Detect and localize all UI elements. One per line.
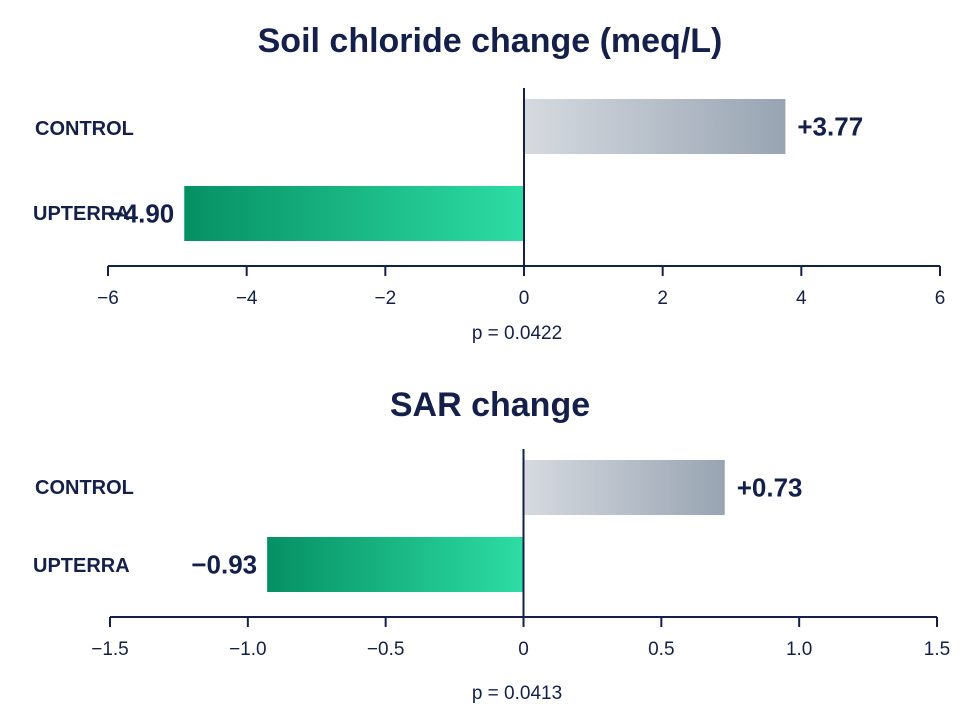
data-label: +0.73 xyxy=(737,473,803,503)
x-tick-label: −4 xyxy=(236,288,258,309)
category-label-control: CONTROL xyxy=(35,118,134,140)
x-tick-label: 0.5 xyxy=(648,639,674,660)
x-tick-label: −0.5 xyxy=(367,639,405,660)
category-label-control: CONTROL xyxy=(35,477,134,499)
bar-upterra xyxy=(267,537,524,592)
data-label: −4.90 xyxy=(108,199,174,229)
data-label: +3.77 xyxy=(797,112,863,142)
bar-upterra xyxy=(184,186,524,241)
category-label-upterra: UPTERRA xyxy=(33,203,130,225)
x-tick-label: 1.5 xyxy=(924,639,950,660)
x-tick-label: −6 xyxy=(97,288,119,309)
x-tick-label: 6 xyxy=(935,288,946,309)
x-axis: −6 −4 −2 0 2 4 6 xyxy=(97,265,946,309)
data-label: −0.93 xyxy=(191,550,257,580)
bar-control xyxy=(523,460,725,515)
bar-group: +3.77 −4.90 xyxy=(108,88,863,266)
p-value-annotation: p = 0.0422 xyxy=(472,323,562,344)
x-tick-label: 2 xyxy=(657,288,668,309)
chart-title: Soil chloride change (meq/L) xyxy=(258,22,723,60)
x-tick-label: 4 xyxy=(796,288,807,309)
x-tick-label: −2 xyxy=(374,288,396,309)
x-axis: −1.5 −1.0 −0.5 0 0.5 1.0 1.5 xyxy=(91,616,950,660)
bar-group: +0.73 −0.93 xyxy=(191,449,803,617)
bar-control xyxy=(524,99,786,154)
x-tick-label: −1.0 xyxy=(229,639,267,660)
chart-panel-sar: SAR change CONTROL UPTERRA +0.73 −0.93 −1… xyxy=(33,386,950,704)
p-value-annotation: p = 0.0413 xyxy=(472,683,562,704)
category-label-upterra: UPTERRA xyxy=(33,555,130,577)
x-tick-label: −1.5 xyxy=(91,639,129,660)
x-tick-label: 0 xyxy=(519,288,530,309)
x-tick-label: 0 xyxy=(518,639,529,660)
chart-panel-chloride: Soil chloride change (meq/L) CONTROL UPT… xyxy=(33,22,945,344)
chart-title: SAR change xyxy=(390,386,590,424)
x-tick-label: 1.0 xyxy=(786,639,812,660)
